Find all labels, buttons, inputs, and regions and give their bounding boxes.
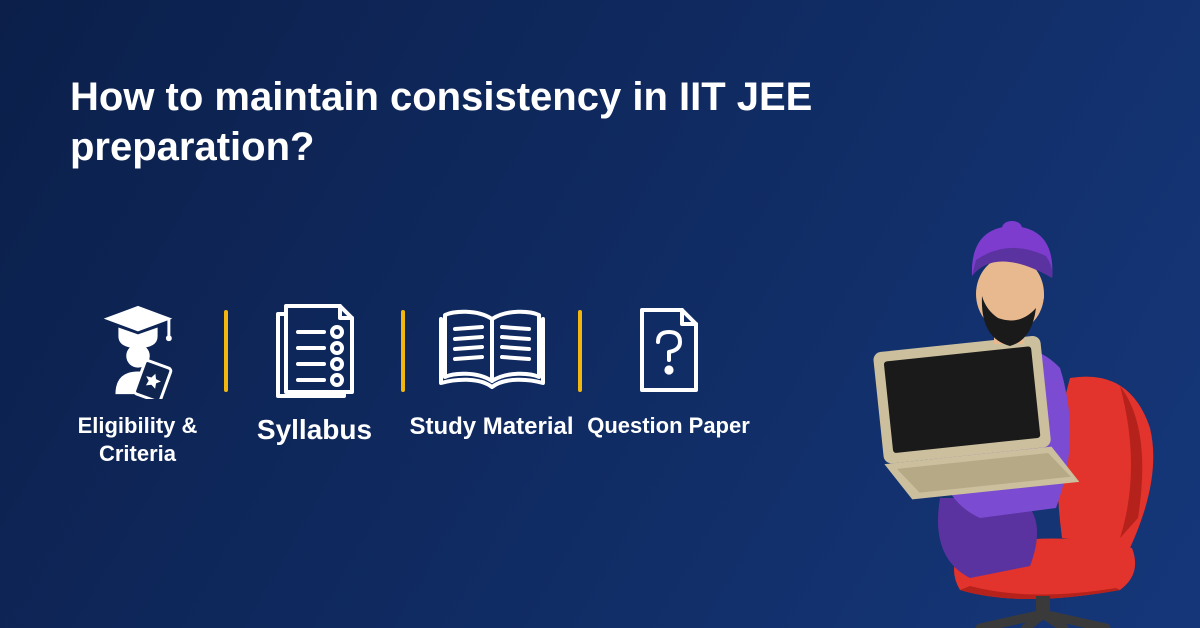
infographic-canvas: How to maintain consistency in IIT JEE p…	[0, 0, 1200, 628]
divider	[401, 310, 405, 392]
divider	[578, 310, 582, 392]
checklist-icon	[272, 300, 358, 400]
item-label: Syllabus	[257, 412, 372, 447]
graduate-icon	[89, 300, 187, 400]
divider	[224, 310, 228, 392]
item-question-paper: Question Paper	[586, 300, 751, 440]
item-label: Eligibility & Criteria	[55, 412, 220, 467]
item-syllabus: Syllabus	[232, 300, 397, 447]
feature-row: Eligibility & Criteria	[55, 300, 751, 467]
openbook-icon	[437, 300, 547, 400]
item-eligibility: Eligibility & Criteria	[55, 300, 220, 467]
item-label: Question Paper	[587, 412, 750, 440]
questionpage-icon	[634, 300, 704, 400]
item-label: Study Material	[409, 412, 573, 442]
person-laptop-illustration	[820, 198, 1200, 628]
item-study-material: Study Material	[409, 300, 574, 442]
page-title: How to maintain consistency in IIT JEE p…	[70, 72, 970, 172]
